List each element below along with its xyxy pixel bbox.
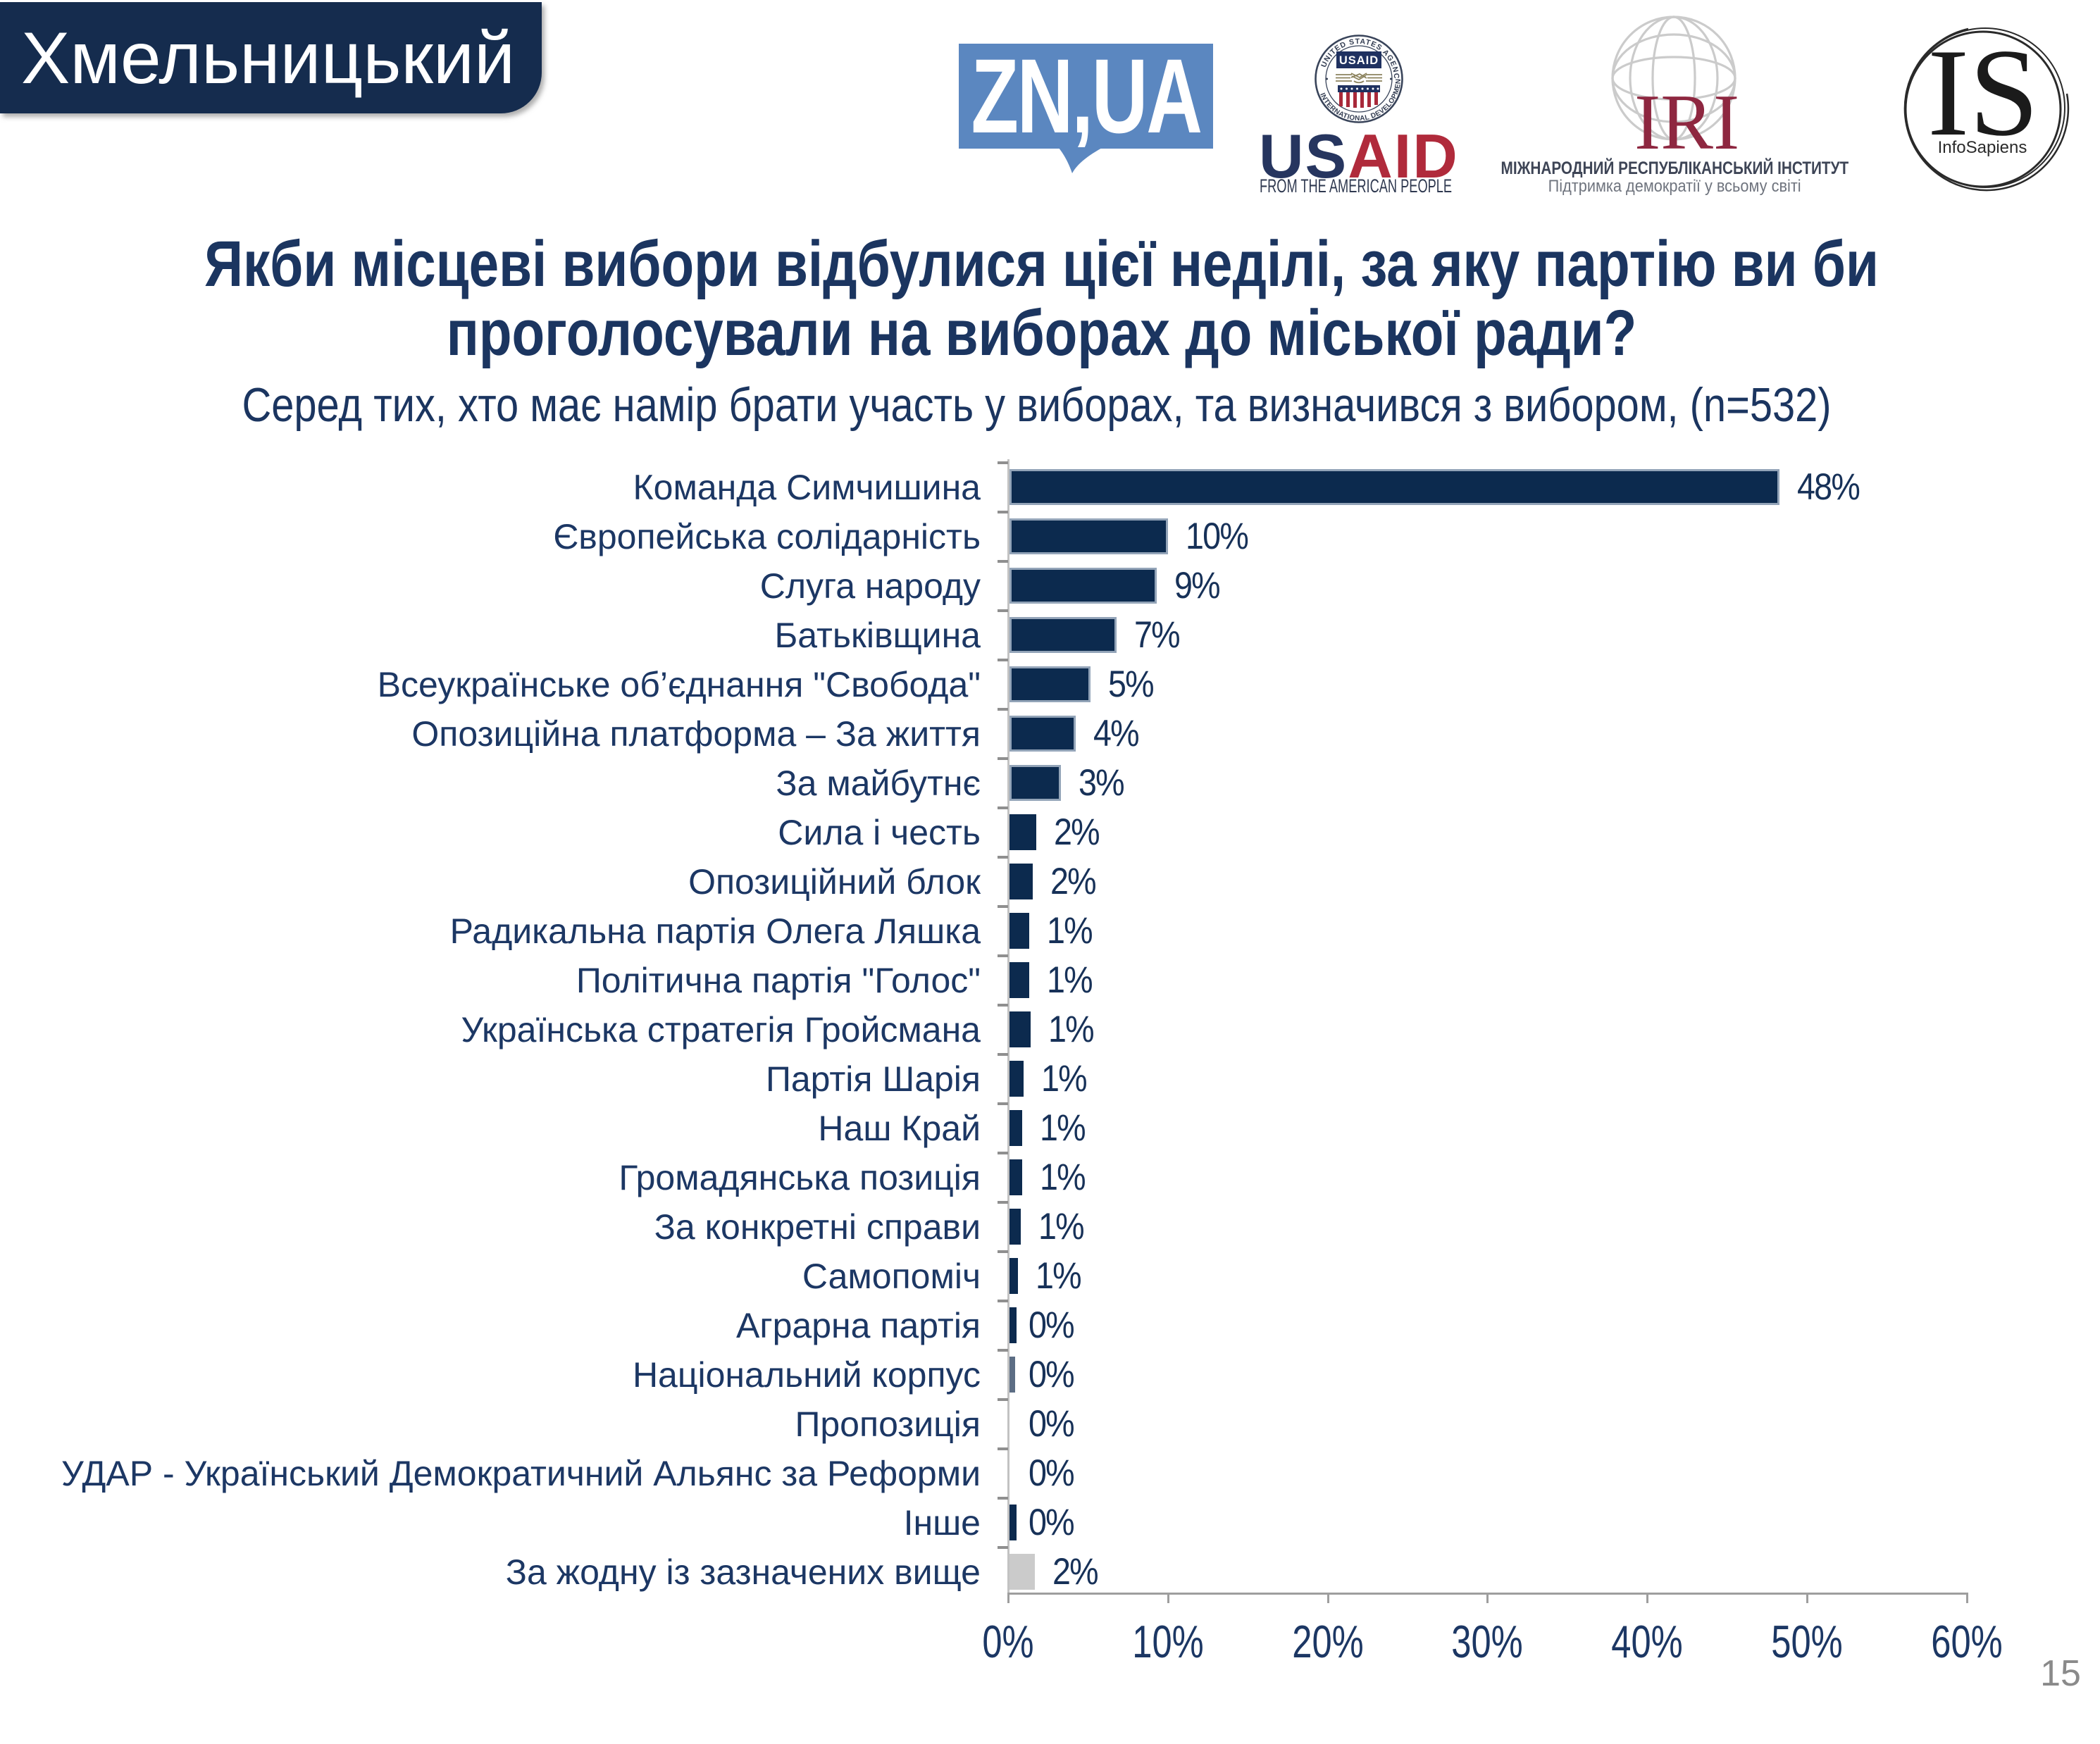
svg-text:USAID: USAID xyxy=(1339,54,1379,67)
